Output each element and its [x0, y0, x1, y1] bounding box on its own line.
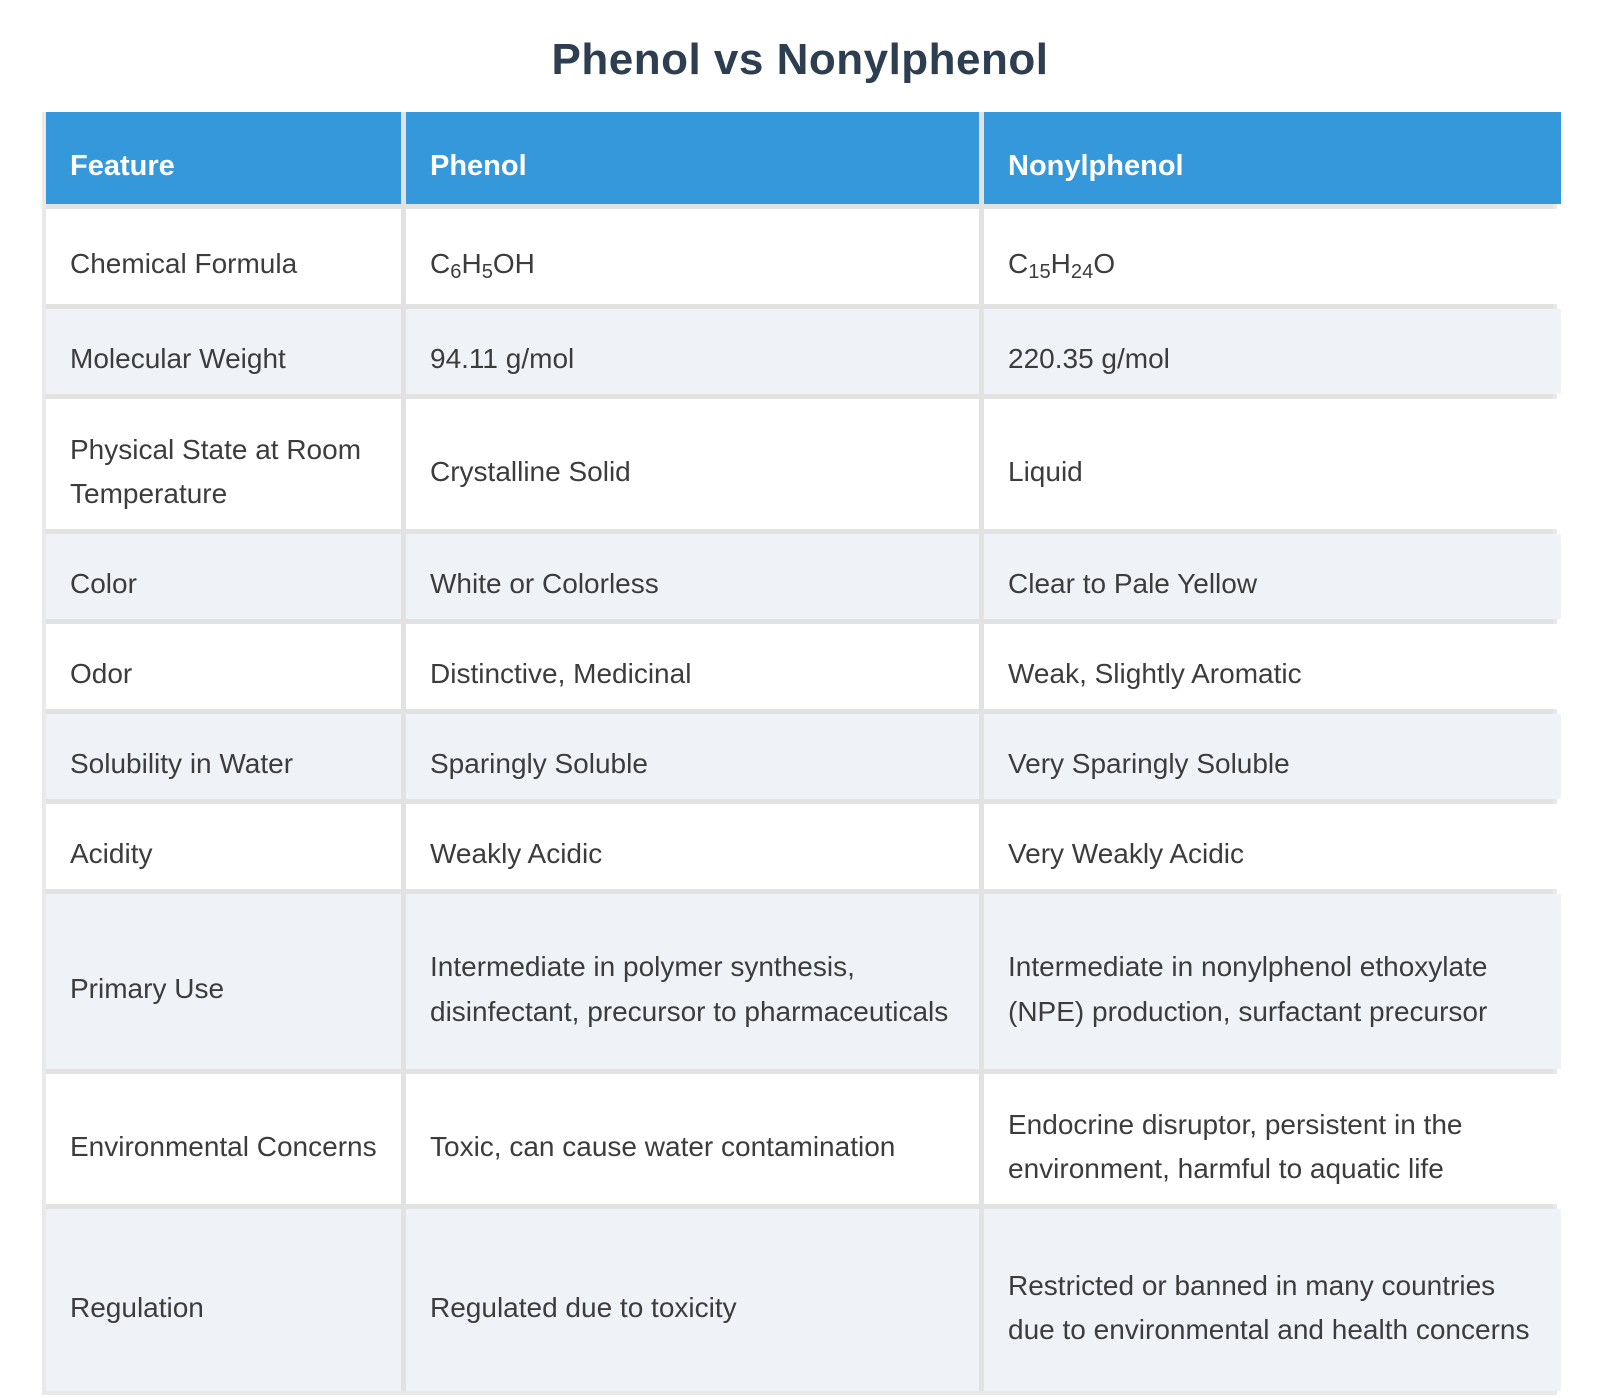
formula-text: C: [1008, 248, 1029, 280]
table-cell-nonylphenol: Very Weakly Acidic: [984, 804, 1561, 890]
feature-cell: Odor: [46, 624, 401, 710]
table-cell-phenol: Sparingly Soluble: [406, 714, 979, 800]
feature-cell: Acidity: [46, 804, 401, 890]
feature-cell: Chemical Formula: [46, 209, 401, 305]
table-cell-phenol: Distinctive, Medicinal: [406, 624, 979, 710]
feature-cell: Color: [46, 534, 401, 620]
formula-text: O: [1093, 248, 1116, 280]
feature-cell: Primary Use: [46, 894, 401, 1070]
table-cell-phenol: 94.11 g/mol: [406, 309, 979, 395]
table-cell-nonylphenol: C15H24O: [984, 209, 1561, 305]
feature-cell: Solubility in Water: [46, 714, 401, 800]
formula-text: OH: [492, 248, 535, 280]
comparison-table: Feature Phenol Nonylphenol Chemical Formula…: [42, 112, 1561, 1396]
table-cell-phenol: Toxic, can cause water contamination: [406, 1074, 979, 1205]
header-cell-nonylphenol: Nonylphenol: [984, 112, 1561, 205]
header-cell-phenol: Phenol: [406, 112, 979, 205]
chemical-formula: C6H5OH: [430, 242, 955, 287]
formula-text: C: [430, 248, 451, 280]
table-cell-nonylphenol: Restricted or banned in many countries d…: [984, 1209, 1561, 1392]
table-cell-nonylphenol: Clear to Pale Yellow: [984, 534, 1561, 620]
table-cell-nonylphenol: Weak, Slightly Aromatic: [984, 624, 1561, 710]
feature-cell: Regulation: [46, 1209, 401, 1392]
formula-text: H: [1050, 248, 1071, 280]
table-cell-phenol: Intermediate in polymer synthesis, disin…: [406, 894, 979, 1070]
feature-cell: Molecular Weight: [46, 309, 401, 395]
table-cell-nonylphenol: 220.35 g/mol: [984, 309, 1561, 395]
header-cell-feature: Feature: [46, 112, 401, 205]
table-cell-phenol: White or Colorless: [406, 534, 979, 620]
table-cell-phenol: Regulated due to toxicity: [406, 1209, 979, 1392]
feature-cell: Environmental Concerns: [46, 1074, 401, 1205]
table-cell-nonylphenol: Liquid: [984, 399, 1561, 530]
formula-subscript: 15: [1028, 261, 1051, 284]
chemical-formula: C15H24O: [1008, 242, 1537, 287]
table-cell-nonylphenol: Endocrine disruptor, persistent in the e…: [984, 1074, 1561, 1205]
table-cell-nonylphenol: Intermediate in nonylphenol ethoxylate (…: [984, 894, 1561, 1070]
table-cell-phenol: C6H5OH: [406, 209, 979, 305]
table-cell-nonylphenol: Very Sparingly Soluble: [984, 714, 1561, 800]
formula-subscript: 24: [1070, 261, 1094, 284]
table-cell-phenol: Crystalline Solid: [406, 399, 979, 530]
table-cell-phenol: Weakly Acidic: [406, 804, 979, 890]
formula-subscript: 5: [481, 261, 493, 284]
page-title: Phenol vs Nonylphenol: [551, 35, 1049, 84]
feature-cell: Physical State at Room Temperature: [46, 399, 401, 530]
formula-subscript: 6: [450, 261, 462, 284]
formula-text: H: [461, 248, 482, 280]
